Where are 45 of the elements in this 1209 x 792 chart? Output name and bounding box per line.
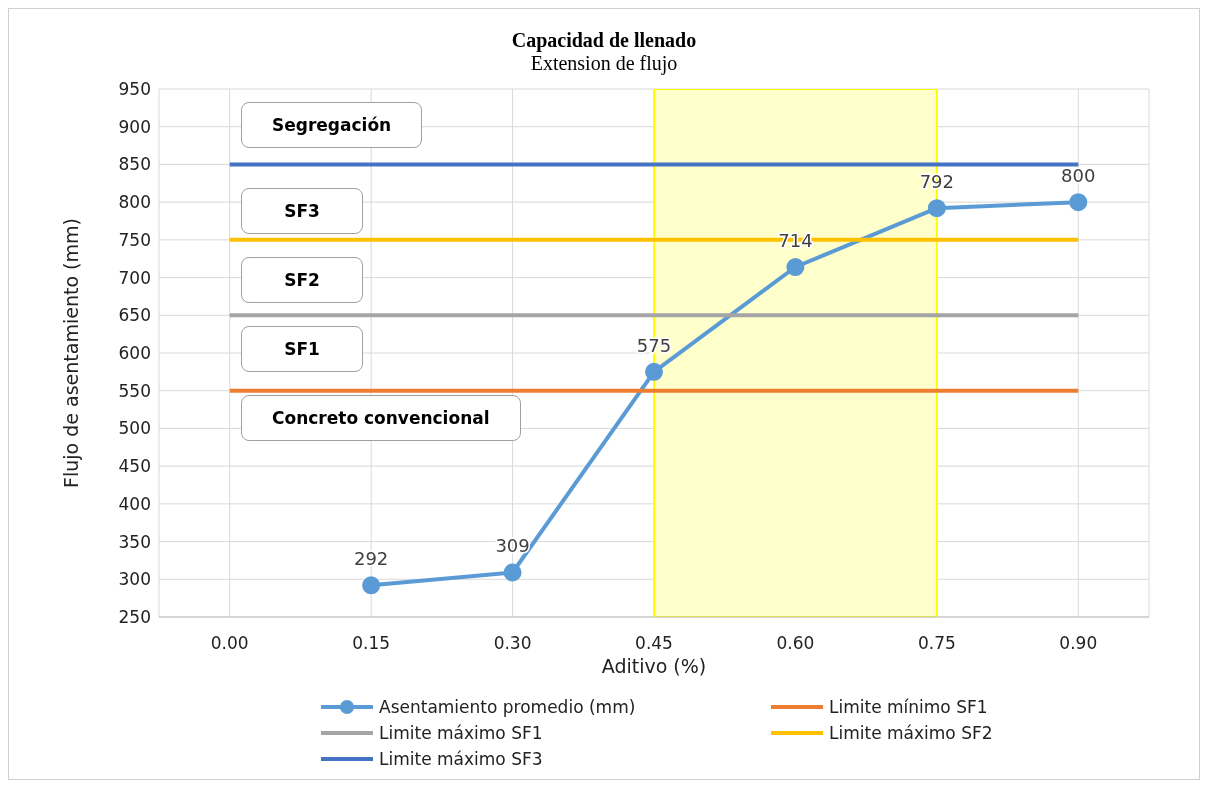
point	[786, 258, 805, 277]
y-tick-label: 350	[118, 531, 151, 552]
y-tick-label: 850	[118, 154, 151, 175]
y-tick-label: 900	[118, 116, 151, 137]
data-label: 309	[495, 535, 530, 557]
point	[645, 362, 663, 381]
x-tick-label: 0.45	[635, 633, 673, 654]
point	[1069, 193, 1088, 212]
legend-label: Limite máximo SF1	[379, 723, 543, 743]
y-tick-label: 450	[118, 456, 151, 477]
x-tick-label: 0.00	[210, 633, 249, 654]
y-axis-title: Flujo de asentamiento (mm)	[59, 218, 82, 488]
data-label: 292	[353, 548, 389, 570]
x-tick-label: 0.60	[776, 633, 815, 654]
data-label: 800	[1061, 165, 1096, 187]
y-tick-label: 300	[118, 569, 151, 590]
point	[362, 576, 381, 595]
y-tick-label: 400	[118, 493, 151, 514]
y-tick-label: 250	[118, 607, 151, 628]
chart-title: Capacidad de llenado	[510, 29, 698, 52]
legend-label: Limite máximo SF3	[379, 749, 543, 769]
point	[927, 199, 946, 218]
legend-label: Asentamiento promedio (mm)	[379, 697, 636, 717]
label-box: SF1	[241, 326, 363, 373]
legend-label: Limite mínimo SF1	[829, 697, 988, 717]
label-box: Segregación	[241, 101, 423, 148]
x-tick-label: 0.75	[917, 633, 956, 654]
y-tick-label: 800	[118, 192, 151, 213]
x-tick-label: 0.15	[352, 633, 391, 654]
legend-label: Limite máximo SF2	[829, 723, 993, 743]
point	[503, 563, 522, 582]
y-tick-label: 500	[118, 418, 151, 439]
y-tick-label: 950	[118, 79, 151, 100]
y-tick-label: 550	[118, 380, 151, 401]
label-box: Concreto convencional	[241, 395, 521, 442]
label-box: SF3	[241, 188, 363, 234]
chart-subtitle: Extension de flujo	[529, 52, 679, 75]
y-tick-label: 650	[118, 305, 151, 326]
label-box: SF2	[241, 257, 363, 304]
y-tick-label: 700	[118, 267, 151, 288]
y-tick-label: 750	[118, 229, 151, 250]
x-tick-label: 0.30	[493, 633, 532, 654]
x-axis-title: Aditivo (%)	[601, 655, 707, 677]
x-tick-label: 0.90	[1059, 633, 1098, 654]
y-tick-label: 600	[118, 343, 151, 364]
